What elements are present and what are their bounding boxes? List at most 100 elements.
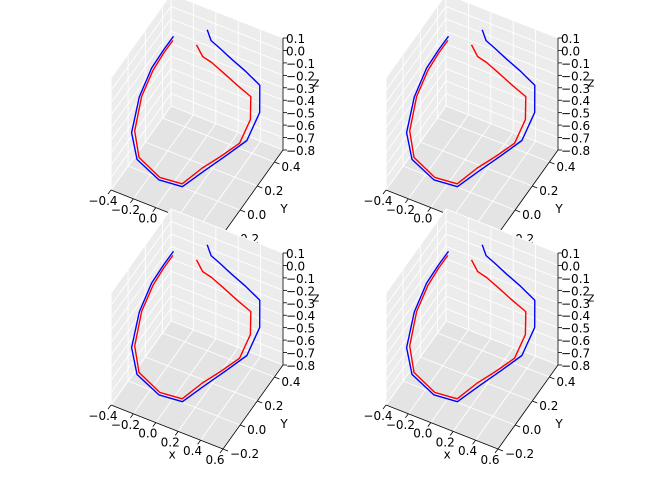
y-tick-mark <box>222 448 229 452</box>
series-line-red <box>408 254 527 400</box>
x-axis-line <box>385 404 499 450</box>
gridline-z <box>385 30 559 116</box>
x-tick-mark <box>472 439 476 445</box>
y-axis-label: Y <box>279 202 288 216</box>
x-tick-label: −0.2 <box>386 203 415 217</box>
x-tick-label: −0.2 <box>111 418 140 432</box>
z-axis-label: z <box>313 291 319 305</box>
gridline-z <box>385 105 559 191</box>
y-tick-label: 0.2 <box>264 184 283 198</box>
z-tick-label: −0.5 <box>561 107 590 121</box>
gridline-z <box>110 5 284 91</box>
series-line-blue <box>405 29 536 188</box>
z-tick-label: −0.1 <box>561 57 590 71</box>
gridline-z <box>385 320 559 406</box>
z-tick-label: −0.4 <box>286 94 315 108</box>
y-tick-label: 0.0 <box>247 208 266 222</box>
x-tick-mark <box>405 198 409 204</box>
subplot-3: 3D_Curve3−0.4−0.20.00.20.40.6x−0.20.00.2… <box>88 208 319 467</box>
y-tick-mark <box>274 161 280 165</box>
z-tick-label: 0.1 <box>561 32 580 46</box>
z-tick-label: −0.6 <box>561 119 590 133</box>
series-line-red <box>408 39 527 185</box>
z-tick-label: −0.1 <box>561 272 590 286</box>
x-tick-label: 0.6 <box>480 453 499 467</box>
z-tick-label: −0.2 <box>561 284 590 298</box>
x-tick-label: 0.0 <box>413 427 432 441</box>
z-tick-label: −0.8 <box>286 144 315 158</box>
z-tick-label: −0.3 <box>286 82 315 96</box>
x-tick-mark <box>219 448 224 454</box>
gridline-z <box>385 18 559 104</box>
y-tick-mark <box>532 400 538 404</box>
y-tick-mark <box>514 209 521 213</box>
x-tick-mark <box>382 189 387 195</box>
gridline-z <box>385 208 559 294</box>
gridline-z <box>110 30 284 116</box>
x-tick-mark <box>152 422 157 427</box>
x-tick-label: −0.4 <box>88 409 117 423</box>
y-axis-label: Y <box>554 417 563 431</box>
y-tick-label: 0.4 <box>556 375 575 389</box>
y-tick-mark <box>274 376 280 380</box>
y-axis-line <box>222 364 284 450</box>
series-line-red <box>133 254 252 400</box>
subplot-1: 3D_Curve1−0.4−0.20.00.20.40.6x−0.20.00.2… <box>88 0 319 252</box>
x-tick-mark <box>382 404 387 410</box>
y-tick-label: 0.0 <box>522 208 541 222</box>
gridline-z <box>110 105 284 191</box>
gridline-z <box>110 233 284 319</box>
z-tick-label: −0.4 <box>561 94 590 108</box>
gridline-z <box>385 308 559 393</box>
gridline-z <box>110 270 284 356</box>
z-tick-label: −0.7 <box>286 347 315 361</box>
gridline-z <box>110 80 284 166</box>
subplot-2: 3D_Curve2−0.4−0.20.00.20.40.6x−0.20.00.2… <box>363 0 594 252</box>
z-tick-label: −0.5 <box>286 322 315 336</box>
x-tick-mark <box>427 207 432 212</box>
gridline-z <box>110 18 284 104</box>
gridline-z <box>110 93 284 178</box>
z-tick-label: −0.7 <box>561 347 590 361</box>
x-axis-line <box>110 404 224 450</box>
gridline-z <box>110 208 284 294</box>
x-tick-label: −0.4 <box>363 194 392 208</box>
y-tick-mark <box>549 376 555 380</box>
z-tick-label: −0.6 <box>561 334 590 348</box>
z-tick-label: −0.6 <box>286 334 315 348</box>
y-axis-line <box>222 149 284 235</box>
x-tick-label: 0.2 <box>161 435 180 449</box>
y-axis-label: Y <box>554 202 563 216</box>
gridline-z <box>110 68 284 153</box>
z-tick-label: 0.1 <box>286 247 305 261</box>
y-tick-label: 0.2 <box>539 184 558 198</box>
y-tick-label: 0.0 <box>522 423 541 437</box>
x-tick-label: −0.4 <box>363 409 392 423</box>
gridline-z <box>385 55 559 141</box>
y-tick-label: −0.2 <box>230 447 259 461</box>
y-tick-mark <box>497 448 504 452</box>
y-tick-label: −0.2 <box>505 447 534 461</box>
gridline-z <box>110 0 284 79</box>
gridline-z <box>110 308 284 393</box>
x-tick-label: 0.0 <box>413 212 432 226</box>
y-tick-label: 0.2 <box>264 399 283 413</box>
z-tick-label: 0.0 <box>561 44 580 58</box>
y-tick-mark <box>549 161 555 165</box>
z-axis-label: z <box>313 76 319 90</box>
x-tick-label: 0.4 <box>183 444 202 458</box>
x-tick-mark <box>152 207 157 212</box>
gridline-z <box>385 80 559 166</box>
x-axis-label: x <box>169 447 176 461</box>
x-tick-mark <box>107 189 112 195</box>
gridline-z <box>110 320 284 406</box>
x-tick-label: −0.2 <box>386 418 415 432</box>
series-line-blue <box>130 29 261 188</box>
z-tick-label: −0.1 <box>286 57 315 71</box>
gridline-z <box>110 55 284 141</box>
gridline-z <box>385 220 559 306</box>
y-tick-mark <box>257 400 263 404</box>
z-tick-label: −0.7 <box>286 132 315 146</box>
x-tick-label: −0.2 <box>111 203 140 217</box>
x-tick-mark <box>130 413 134 419</box>
